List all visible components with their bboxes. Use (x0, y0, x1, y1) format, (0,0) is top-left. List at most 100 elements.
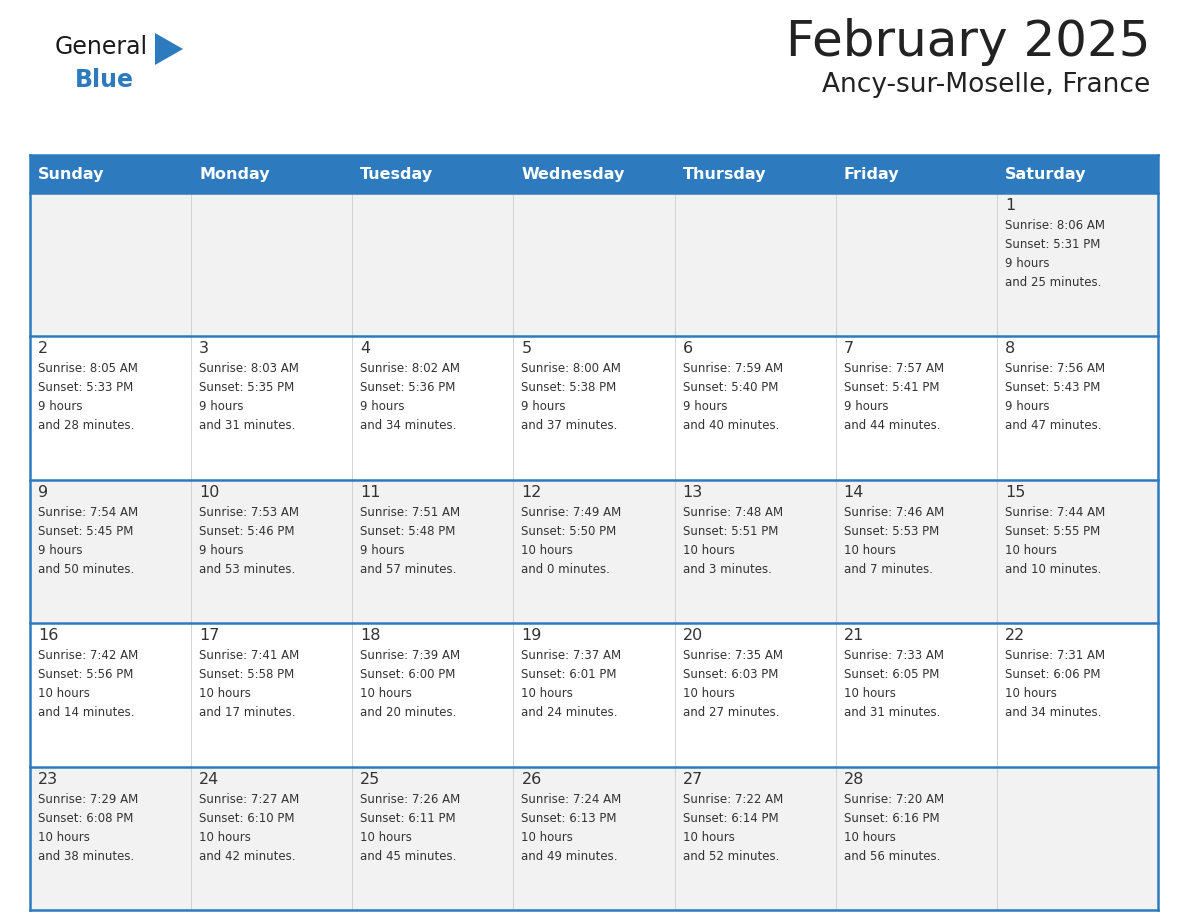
Bar (30, 155, 191, 193)
Text: 5: 5 (522, 341, 531, 356)
Text: Sunset: 5:56 PM: Sunset: 5:56 PM (38, 668, 133, 681)
Text: Sunset: 6:16 PM: Sunset: 6:16 PM (843, 812, 940, 824)
Text: Sunset: 5:58 PM: Sunset: 5:58 PM (200, 668, 295, 681)
Text: and 14 minutes.: and 14 minutes. (38, 706, 134, 719)
Text: 1: 1 (1005, 198, 1015, 213)
Bar (353, 155, 513, 193)
Text: Friday: Friday (843, 166, 899, 182)
Text: General: General (55, 35, 148, 59)
Text: and 34 minutes.: and 34 minutes. (1005, 706, 1101, 719)
Text: February 2025: February 2025 (785, 18, 1150, 66)
Text: 13: 13 (683, 485, 703, 499)
Text: 10 hours: 10 hours (1005, 543, 1057, 557)
Text: Sunset: 5:36 PM: Sunset: 5:36 PM (360, 381, 456, 395)
Text: Sunset: 5:55 PM: Sunset: 5:55 PM (1005, 525, 1100, 538)
Text: and 7 minutes.: and 7 minutes. (843, 563, 933, 576)
Text: Sunrise: 7:27 AM: Sunrise: 7:27 AM (200, 792, 299, 806)
Text: Sunrise: 7:41 AM: Sunrise: 7:41 AM (200, 649, 299, 662)
Bar (30, 336, 1158, 480)
Text: and 52 minutes.: and 52 minutes. (683, 849, 779, 863)
Bar (30, 767, 1158, 910)
Text: 16: 16 (38, 628, 58, 644)
Text: Sunset: 6:06 PM: Sunset: 6:06 PM (1005, 668, 1100, 681)
Text: and 28 minutes.: and 28 minutes. (38, 420, 134, 432)
Bar (30, 480, 1158, 623)
Text: and 45 minutes.: and 45 minutes. (360, 849, 456, 863)
Text: Sunrise: 8:06 AM: Sunrise: 8:06 AM (1005, 219, 1105, 232)
Text: 28: 28 (843, 772, 864, 787)
Text: Sunset: 5:38 PM: Sunset: 5:38 PM (522, 381, 617, 395)
Text: 26: 26 (522, 772, 542, 787)
Text: and 37 minutes.: and 37 minutes. (522, 420, 618, 432)
Text: and 44 minutes.: and 44 minutes. (843, 420, 940, 432)
Text: 19: 19 (522, 628, 542, 644)
Text: Sunrise: 7:37 AM: Sunrise: 7:37 AM (522, 649, 621, 662)
Text: Sunset: 6:00 PM: Sunset: 6:00 PM (360, 668, 456, 681)
Text: 10 hours: 10 hours (200, 831, 251, 844)
Text: and 20 minutes.: and 20 minutes. (360, 706, 456, 719)
Text: 10 hours: 10 hours (38, 688, 90, 700)
Text: 14: 14 (843, 485, 864, 499)
Text: 21: 21 (843, 628, 864, 644)
Text: Sunset: 6:08 PM: Sunset: 6:08 PM (38, 812, 133, 824)
Text: 3: 3 (200, 341, 209, 356)
Text: Sunrise: 7:26 AM: Sunrise: 7:26 AM (360, 792, 461, 806)
Text: Sunrise: 7:49 AM: Sunrise: 7:49 AM (522, 506, 621, 519)
Text: Monday: Monday (200, 166, 270, 182)
Text: Sunrise: 7:24 AM: Sunrise: 7:24 AM (522, 792, 621, 806)
Text: and 31 minutes.: and 31 minutes. (843, 706, 940, 719)
Text: Saturday: Saturday (1005, 166, 1086, 182)
Text: 12: 12 (522, 485, 542, 499)
Text: 9 hours: 9 hours (200, 400, 244, 413)
Text: Sunset: 5:51 PM: Sunset: 5:51 PM (683, 525, 778, 538)
Text: Sunset: 5:48 PM: Sunset: 5:48 PM (360, 525, 456, 538)
Text: 9: 9 (38, 485, 49, 499)
Text: 15: 15 (1005, 485, 1025, 499)
Text: 9 hours: 9 hours (843, 400, 889, 413)
Polygon shape (154, 33, 183, 65)
Text: Sunrise: 8:05 AM: Sunrise: 8:05 AM (38, 363, 138, 375)
Text: and 31 minutes.: and 31 minutes. (200, 420, 296, 432)
Text: and 50 minutes.: and 50 minutes. (38, 563, 134, 576)
Text: 9 hours: 9 hours (360, 543, 405, 557)
Text: Sunrise: 7:54 AM: Sunrise: 7:54 AM (38, 506, 138, 519)
Text: Sunset: 5:33 PM: Sunset: 5:33 PM (38, 381, 133, 395)
Text: 10 hours: 10 hours (683, 688, 734, 700)
Text: Sunrise: 7:35 AM: Sunrise: 7:35 AM (683, 649, 783, 662)
Text: Sunrise: 7:39 AM: Sunrise: 7:39 AM (360, 649, 461, 662)
Text: 10 hours: 10 hours (843, 688, 896, 700)
Text: Sunset: 6:14 PM: Sunset: 6:14 PM (683, 812, 778, 824)
Text: 10 hours: 10 hours (522, 688, 574, 700)
Text: and 47 minutes.: and 47 minutes. (1005, 420, 1101, 432)
Text: and 38 minutes.: and 38 minutes. (38, 849, 134, 863)
Bar (191, 155, 353, 193)
Text: Sunrise: 7:46 AM: Sunrise: 7:46 AM (843, 506, 944, 519)
Text: Sunset: 5:53 PM: Sunset: 5:53 PM (843, 525, 939, 538)
Text: 9 hours: 9 hours (38, 400, 82, 413)
Text: 8: 8 (1005, 341, 1015, 356)
Text: 22: 22 (1005, 628, 1025, 644)
Text: 23: 23 (38, 772, 58, 787)
Text: Sunrise: 7:44 AM: Sunrise: 7:44 AM (1005, 506, 1105, 519)
Text: 9 hours: 9 hours (360, 400, 405, 413)
Text: Thursday: Thursday (683, 166, 766, 182)
Text: Tuesday: Tuesday (360, 166, 434, 182)
Text: 2: 2 (38, 341, 49, 356)
Text: and 3 minutes.: and 3 minutes. (683, 563, 771, 576)
Text: Sunset: 6:10 PM: Sunset: 6:10 PM (200, 812, 295, 824)
Text: and 25 minutes.: and 25 minutes. (1005, 276, 1101, 289)
Text: and 27 minutes.: and 27 minutes. (683, 706, 779, 719)
Text: Sunrise: 7:22 AM: Sunrise: 7:22 AM (683, 792, 783, 806)
Text: Sunday: Sunday (38, 166, 105, 182)
Text: Sunrise: 7:42 AM: Sunrise: 7:42 AM (38, 649, 138, 662)
Text: 11: 11 (360, 485, 381, 499)
Text: 10 hours: 10 hours (200, 688, 251, 700)
Text: Sunrise: 7:57 AM: Sunrise: 7:57 AM (843, 363, 943, 375)
Text: Sunset: 6:11 PM: Sunset: 6:11 PM (360, 812, 456, 824)
Text: Sunset: 5:50 PM: Sunset: 5:50 PM (522, 525, 617, 538)
Text: 10 hours: 10 hours (360, 831, 412, 844)
Text: 25: 25 (360, 772, 380, 787)
Text: Sunset: 5:45 PM: Sunset: 5:45 PM (38, 525, 133, 538)
Text: 9 hours: 9 hours (683, 400, 727, 413)
Text: Wednesday: Wednesday (522, 166, 625, 182)
